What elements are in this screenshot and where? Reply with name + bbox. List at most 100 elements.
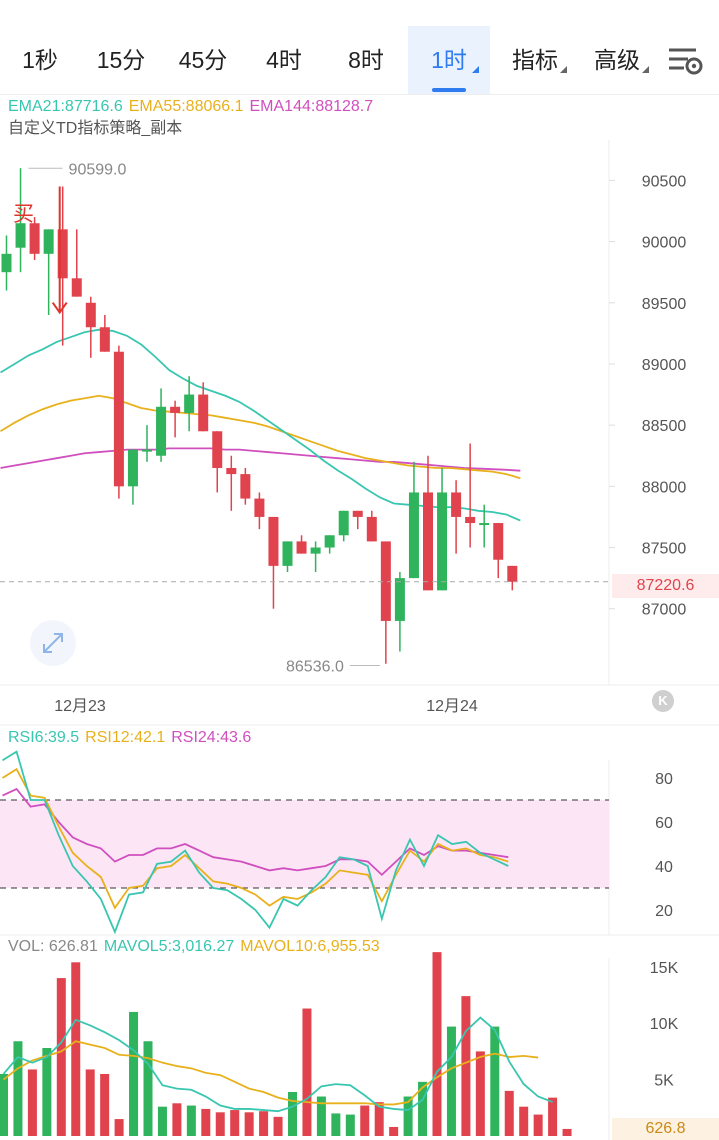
candle-body — [437, 492, 448, 591]
candle-body — [127, 449, 138, 487]
candle-body — [1, 253, 12, 273]
candle-body — [493, 523, 504, 560]
tab-8h[interactable]: 8时 — [330, 26, 402, 94]
time-axis-label: 12月23 — [54, 698, 106, 715]
rsi12-line — [2, 767, 509, 910]
volume-bar — [273, 1116, 283, 1136]
candle-body — [156, 406, 167, 456]
active-tab-indicator — [432, 88, 466, 92]
tab-1s[interactable]: 1秒 — [6, 26, 74, 94]
volume-bar — [360, 1105, 370, 1136]
volume-bar — [56, 978, 66, 1136]
volume-bar — [230, 1110, 240, 1136]
ema144-line — [0, 447, 521, 472]
candle-body — [465, 516, 476, 524]
volume-bar — [100, 1073, 110, 1136]
rsi-axis-label: 80 — [655, 771, 673, 788]
tab-label: 45分 — [178, 47, 228, 73]
volume-bar — [562, 1128, 572, 1136]
volume-bar — [389, 1126, 399, 1136]
volume-bar — [259, 1111, 269, 1136]
rsi24-line — [2, 787, 509, 877]
tab-label: 高级 — [594, 47, 640, 73]
dropdown-triangle-icon — [560, 66, 567, 73]
volume-bar — [143, 1041, 153, 1136]
volume-bar — [519, 1106, 529, 1136]
tab-indicators[interactable]: 指标 — [498, 26, 572, 94]
volume-bar — [157, 1106, 167, 1136]
volume-bar — [244, 1112, 254, 1136]
candle-body — [310, 547, 321, 554]
buy-signal-label: 买 — [0, 202, 34, 228]
low-marker-label: 86536.0 — [286, 658, 344, 675]
volume-chart[interactable]: 15K 10K 5K — [0, 940, 719, 1140]
candle-body — [43, 229, 54, 254]
price-axis-label: 87500 — [642, 541, 687, 558]
volume-bar — [27, 1069, 37, 1136]
expand-icon[interactable] — [30, 620, 76, 666]
candle-body — [57, 229, 68, 279]
rsi24-value: RSI24:43.6 — [171, 729, 252, 746]
candle-body — [394, 578, 405, 621]
volume-bar — [13, 1041, 23, 1136]
rsi12-value: RSI12:42.1 — [85, 729, 166, 746]
volume-bar — [403, 1096, 413, 1136]
volume-bar — [446, 1026, 456, 1136]
price-axis-label: 88000 — [642, 479, 687, 496]
candle-body — [99, 327, 110, 352]
volume-bar — [432, 952, 442, 1136]
candle-body — [366, 516, 377, 542]
rsi-legend: RSI6:39.5 RSI12:42.1 RSI24:43.6 — [8, 728, 257, 748]
tab-label: 1秒 — [22, 47, 58, 73]
dropdown-triangle-icon — [472, 66, 479, 73]
ema55-value: EMA55:88066.1 — [128, 98, 244, 115]
volume-bar — [533, 1114, 543, 1136]
candle-body — [113, 351, 124, 487]
candle-body — [184, 394, 195, 413]
tab-15m[interactable]: 15分 — [82, 26, 160, 94]
tab-label: 指标 — [512, 47, 558, 73]
candle-body — [423, 492, 433, 591]
mavol10-line — [2, 1040, 539, 1106]
candle-body — [268, 516, 279, 566]
candle-body — [29, 223, 40, 254]
tab-1h[interactable]: 1时 — [408, 26, 490, 94]
volume-bar — [85, 1069, 95, 1136]
chart-settings-icon[interactable] — [666, 44, 704, 78]
tab-label: 1时 — [431, 47, 467, 73]
ema144-value: EMA144:88128.7 — [249, 98, 374, 115]
rsi6-value: RSI6:39.5 — [8, 729, 80, 746]
candle-body — [15, 223, 26, 248]
vol-axis-label: 5K — [654, 1073, 674, 1090]
candlestick-chart[interactable]: 90500 90000 89500 89000 88500 88000 87500 87000… — [0, 140, 719, 726]
strategy-name: 自定义TD指标策略_副本 — [8, 120, 183, 137]
price-axis-label: 89500 — [642, 296, 687, 313]
rsi-chart[interactable]: 80 60 40 20 — [0, 740, 719, 940]
rsi-axis-label: 20 — [655, 903, 673, 920]
vol-legend: VOL: 626.81 MAVOL5:3,016.27 MAVOL10:6,955.… — [8, 937, 386, 957]
candle-body — [451, 492, 462, 517]
tab-45m[interactable]: 45分 — [164, 26, 242, 94]
ema21-line — [0, 328, 521, 522]
ema55-line — [0, 394, 521, 480]
candle-body — [338, 510, 349, 536]
candle-body — [85, 302, 96, 328]
tab-advanced[interactable]: 高级 — [580, 26, 654, 94]
volume-bar — [129, 1011, 139, 1136]
candle-body — [142, 449, 152, 452]
high-marker-label: 90599.0 — [69, 161, 127, 178]
candle-body — [282, 541, 293, 566]
price-axis-label: 90000 — [642, 235, 687, 252]
candle-body — [212, 431, 223, 468]
tab-4h[interactable]: 4时 — [248, 26, 320, 94]
volume-bar — [215, 1112, 225, 1136]
reset-view-button[interactable]: K — [652, 690, 674, 712]
vol-value: VOL: 626.81 — [8, 938, 98, 955]
status-bar-area — [0, 0, 719, 22]
candle-body — [226, 467, 237, 475]
ema21-value: EMA21:87716.6 — [8, 98, 123, 115]
volume-bar — [0, 1073, 8, 1136]
current-volume-badge: 626.8 — [612, 1118, 719, 1140]
volume-bar — [548, 1097, 558, 1136]
volume-bar — [504, 1090, 514, 1136]
